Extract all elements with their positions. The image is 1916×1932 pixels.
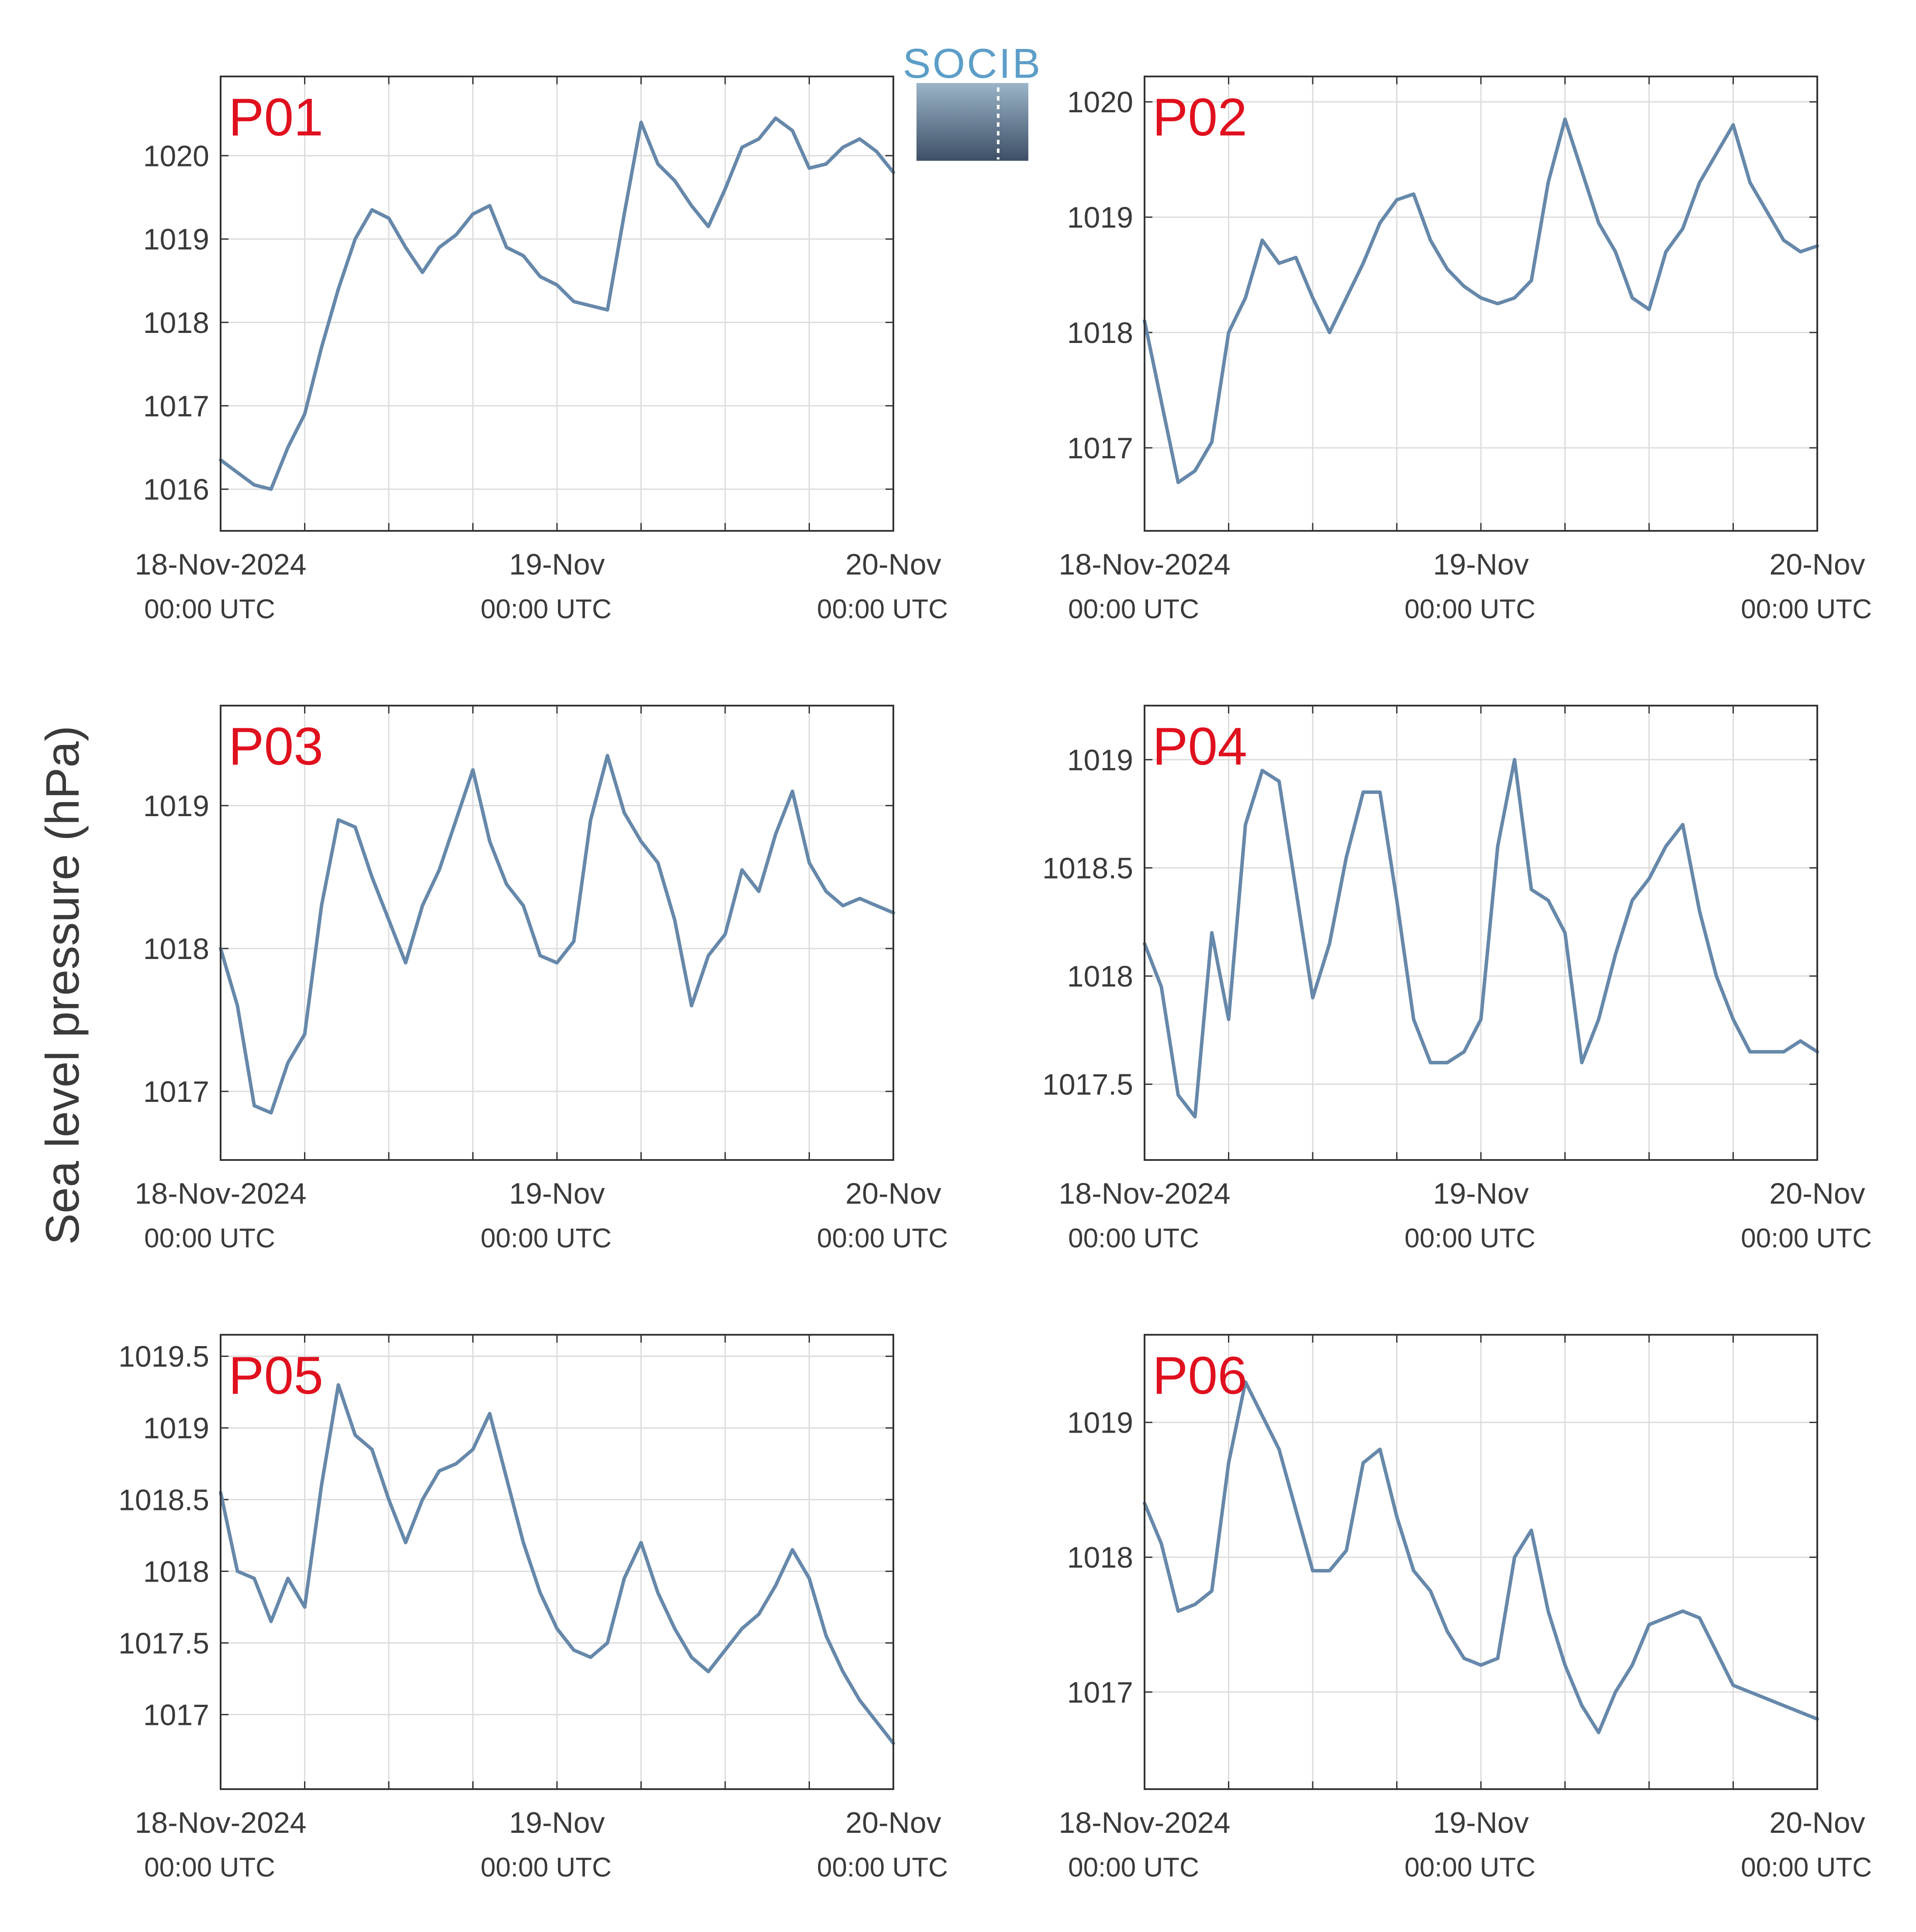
- y-tick-label: 1019: [1067, 201, 1133, 234]
- x-tick-sublabel: 00:00 UTC: [1404, 1852, 1536, 1883]
- panel-id-label: P04: [1152, 717, 1247, 776]
- socib-logo-text: SOCIB: [903, 40, 1042, 87]
- y-tick-label: 1018: [143, 306, 209, 339]
- y-tick-label: 1020: [1067, 86, 1133, 119]
- y-tick-label: 1016: [143, 473, 209, 506]
- panel-p04: 1017.5 1018 1018.5 1019 18-Nov-2024 00:00 UTC…: [1042, 705, 1872, 1253]
- y-tick-label: 1018.5: [1042, 852, 1133, 885]
- panel-p01: 1016 1017 1018 1019 1020 18-Nov-2024 00:00 UTC…: [135, 76, 948, 624]
- y-axis-label: Sea level pressure (hPa): [36, 726, 89, 1245]
- axes-frame: [220, 705, 894, 1161]
- y-tick-label: 1018.5: [118, 1483, 209, 1517]
- panel-p02: 1017 1018 1019 1020 18-Nov-2024 00:00 UTC 19-N…: [1058, 76, 1872, 624]
- x-tick-label: 19-Nov: [1433, 548, 1529, 581]
- axes-frame: [1144, 1334, 1818, 1790]
- x-tick-sublabel: 00:00 UTC: [1404, 1223, 1536, 1253]
- x-tick-sublabel: 00:00 UTC: [1068, 1223, 1199, 1253]
- x-tick-label: 19-Nov: [1433, 1806, 1529, 1839]
- y-tick-label: 1019: [143, 223, 209, 256]
- x-tick-sublabel: 00:00 UTC: [1404, 594, 1536, 624]
- panel-id-label: P06: [1152, 1346, 1247, 1405]
- y-tick-label: 1017.5: [1042, 1068, 1133, 1101]
- x-tick-label: 18-Nov-2024: [1058, 1806, 1230, 1839]
- y-tick-label: 1018: [1067, 960, 1133, 993]
- panels: 1016 1017 1018 1019 1020 18-Nov-2024 00:00 UTC…: [118, 76, 1872, 1883]
- panel-p05: 1017 1017.5 1018 1018.5 1019 1019.5 18-Nov-202…: [118, 1334, 948, 1883]
- axes-frame: [1144, 76, 1818, 532]
- x-tick-label: 19-Nov: [509, 548, 605, 581]
- panel-id-label: P03: [228, 717, 323, 776]
- y-tick-label: 1019: [1067, 1406, 1133, 1440]
- x-tick-label: 20-Nov: [1769, 1177, 1865, 1210]
- x-tick-label: 18-Nov-2024: [1058, 1177, 1230, 1210]
- y-tick-label: 1017.5: [118, 1627, 209, 1660]
- y-tick-label: 1017: [1067, 432, 1133, 465]
- series-line: [219, 116, 895, 491]
- x-tick-sublabel: 00:00 UTC: [481, 594, 612, 624]
- x-tick-label: 19-Nov: [509, 1806, 605, 1839]
- x-tick-sublabel: 00:00 UTC: [144, 1223, 275, 1253]
- y-tick-label: 1017: [143, 1698, 209, 1731]
- x-tick-label: 18-Nov-2024: [1058, 548, 1230, 581]
- y-tick-label: 1018: [1067, 1541, 1133, 1574]
- panel-p06: 1017 1018 1019 18-Nov-2024 00:00 UTC 19-Nov 00…: [1058, 1334, 1872, 1883]
- x-tick-sublabel: 00:00 UTC: [1741, 1223, 1872, 1253]
- panel-id-label: P05: [228, 1346, 323, 1405]
- x-tick-sublabel: 00:00 UTC: [481, 1223, 612, 1253]
- y-tick-label: 1018: [143, 932, 209, 966]
- x-tick-sublabel: 00:00 UTC: [1068, 594, 1199, 624]
- panel-p03: 1017 1018 1019 18-Nov-2024 00:00 UTC 19-Nov 00…: [135, 705, 948, 1253]
- x-tick-label: 20-Nov: [1769, 1806, 1865, 1839]
- series-line: [1143, 1380, 1819, 1735]
- y-tick-label: 1020: [143, 139, 209, 173]
- x-tick-sublabel: 00:00 UTC: [481, 1852, 612, 1883]
- x-tick-sublabel: 00:00 UTC: [817, 594, 948, 624]
- y-tick-label: 1019: [143, 789, 209, 823]
- panel-id-label: P02: [1152, 87, 1247, 147]
- y-tick-label: 1018: [143, 1555, 209, 1588]
- panel-id-label: P01: [228, 87, 323, 147]
- series-line: [1143, 117, 1819, 485]
- x-tick-label: 18-Nov-2024: [135, 1806, 306, 1839]
- x-tick-label: 18-Nov-2024: [135, 548, 306, 581]
- y-tick-label: 1019.5: [118, 1340, 209, 1373]
- x-tick-label: 20-Nov: [845, 1177, 941, 1210]
- x-tick-sublabel: 00:00 UTC: [144, 1852, 275, 1883]
- x-tick-sublabel: 00:00 UTC: [144, 594, 275, 624]
- x-tick-sublabel: 00:00 UTC: [817, 1852, 948, 1883]
- y-tick-label: 1017: [143, 390, 209, 423]
- x-tick-label: 18-Nov-2024: [135, 1177, 306, 1210]
- series-line: [1143, 758, 1819, 1118]
- y-tick-label: 1017: [143, 1075, 209, 1108]
- x-tick-sublabel: 00:00 UTC: [1741, 594, 1872, 624]
- x-tick-label: 19-Nov: [1433, 1177, 1529, 1210]
- y-tick-label: 1017: [1067, 1676, 1133, 1709]
- x-tick-label: 20-Nov: [845, 548, 941, 581]
- x-tick-sublabel: 00:00 UTC: [817, 1223, 948, 1253]
- axes-frame: [1144, 705, 1818, 1161]
- y-tick-label: 1019: [1067, 744, 1133, 777]
- axes-frame: [220, 76, 894, 532]
- series-line: [219, 754, 895, 1115]
- axes-frame: [220, 1334, 894, 1790]
- socib-logo-block: [916, 83, 1028, 161]
- x-tick-label: 20-Nov: [845, 1806, 941, 1839]
- y-tick-label: 1018: [1067, 316, 1133, 350]
- series-line: [219, 1383, 895, 1745]
- x-tick-sublabel: 00:00 UTC: [1068, 1852, 1199, 1883]
- socib-logo: SOCIB: [903, 40, 1042, 161]
- y-tick-label: 1019: [143, 1412, 209, 1445]
- x-tick-label: 20-Nov: [1769, 548, 1865, 581]
- x-tick-sublabel: 00:00 UTC: [1741, 1852, 1872, 1883]
- x-tick-label: 19-Nov: [509, 1177, 605, 1210]
